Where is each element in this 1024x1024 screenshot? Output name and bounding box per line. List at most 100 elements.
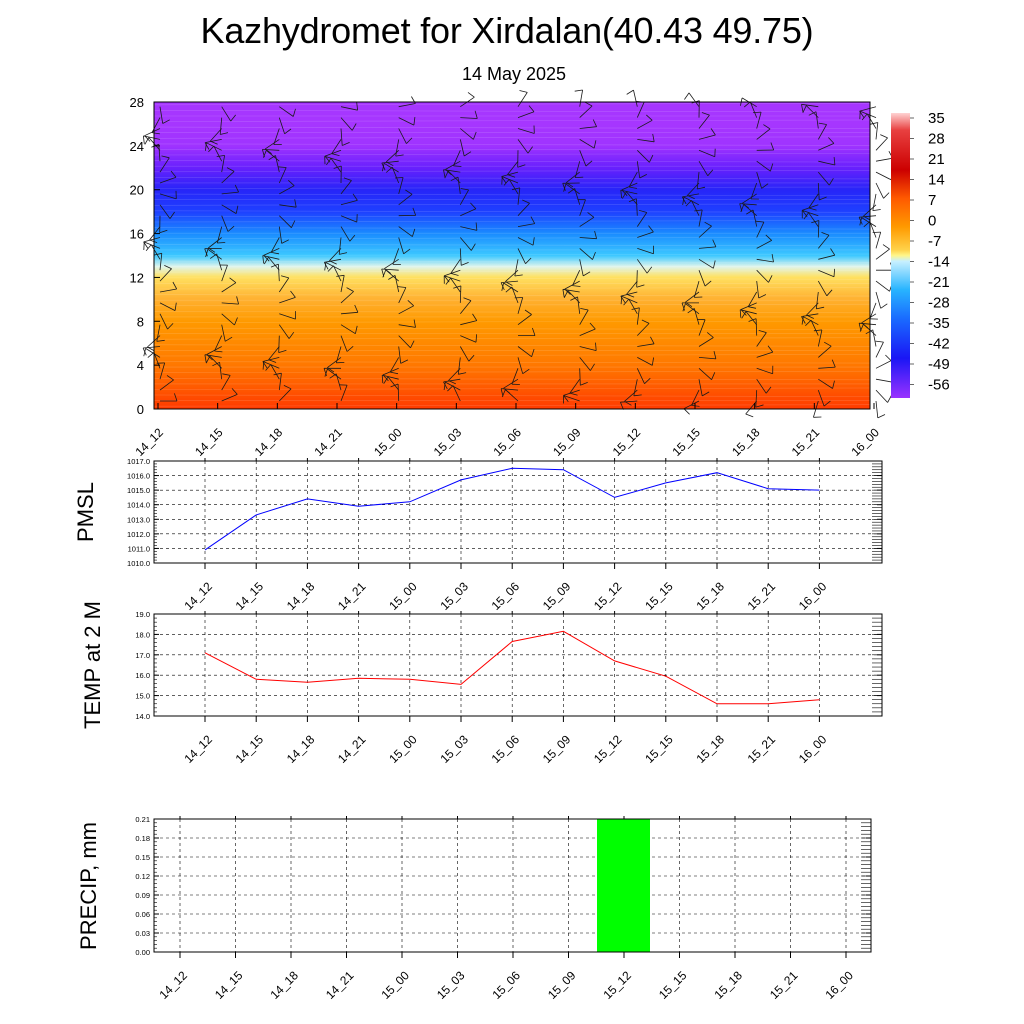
- profile-y-tick-label: 28: [130, 95, 144, 110]
- wind-barb-flag: [859, 110, 865, 118]
- profile-x-tick-label: 15_21: [789, 425, 823, 459]
- wind-barb-flag: [262, 255, 264, 264]
- wind-barb-flag: [444, 170, 449, 179]
- wind-barb-flag: [826, 289, 833, 297]
- wind-barb-flag: [865, 329, 873, 335]
- wind-barb: [636, 307, 640, 325]
- wind-barb: [381, 160, 399, 164]
- wind-barb-flag: [397, 286, 406, 288]
- wind-barb: [159, 157, 170, 173]
- wind-barb-flag: [503, 179, 510, 186]
- wind-barb-flag: [450, 273, 459, 276]
- wind-barb-flag: [592, 119, 597, 127]
- wind-barb: [508, 179, 519, 195]
- wind-barb-flag: [742, 202, 749, 209]
- y-tick-label: 15.0: [135, 692, 150, 701]
- wind-barb: [565, 183, 580, 195]
- profile-x-tick-label: 16_00: [848, 425, 882, 459]
- wind-barb-flag: [336, 274, 345, 277]
- wind-barb-flag: [883, 192, 890, 199]
- x-tick-label: 15_00: [386, 579, 420, 613]
- isotherm-line: [153, 303, 871, 307]
- wind-barb-flag: [349, 234, 356, 242]
- wind-barb-flag: [147, 346, 155, 352]
- wind-barb-flag: [323, 262, 329, 270]
- wind-barb: [682, 193, 700, 198]
- wind-barb-flag: [288, 180, 295, 186]
- wind-barb: [756, 258, 774, 263]
- wind-barb: [459, 189, 469, 205]
- wind-barb: [324, 149, 342, 157]
- wind-barb: [459, 300, 472, 315]
- temperature-field: [154, 102, 870, 409]
- wind-barb-flag: [872, 209, 881, 211]
- wind-barb-flag: [861, 113, 868, 121]
- x-tick-label: 15_09: [545, 968, 579, 1002]
- wind-barb-flag: [858, 217, 863, 225]
- wind-barb: [817, 234, 830, 249]
- wind-barb: [698, 246, 716, 249]
- wind-barb-flag: [570, 296, 578, 301]
- wind-barb-flag: [262, 361, 268, 369]
- profile-x-tick-label: 15_00: [371, 425, 405, 459]
- wind-barb-flag: [882, 244, 890, 250]
- wind-barb: [221, 324, 226, 342]
- y-tick-label: 19.0: [135, 610, 150, 619]
- wind-barb-flag: [292, 108, 296, 117]
- colorbar-labels: 35 28 21 14 7 0 -7 -14 -21 -28 -35 -42 -49 -56: [910, 110, 950, 394]
- wind-barb-flag: [626, 89, 634, 95]
- wind-barb-flag: [824, 341, 832, 347]
- wind-barb-flag: [145, 244, 152, 252]
- wind-barb: [802, 210, 819, 217]
- wind-barb: [159, 362, 166, 380]
- profile-x-tick-label: 15_03: [431, 425, 465, 459]
- wind-barb-flag: [174, 393, 178, 402]
- x-tick-label: 15_18: [693, 732, 727, 766]
- wind-barb: [624, 389, 638, 402]
- x-tick-label: 14_18: [284, 579, 318, 613]
- wind-barb-flag: [514, 274, 523, 277]
- wind-barb: [459, 285, 462, 303]
- wind-barb: [810, 320, 819, 336]
- wind-barb-flag: [761, 183, 769, 189]
- wind-barb: [517, 92, 528, 107]
- wind-barb: [387, 376, 400, 391]
- wind-barb-flag: [443, 382, 446, 391]
- profile-y-tick-label: 12: [130, 270, 144, 285]
- isotherm-line: [153, 277, 871, 280]
- wind-barb-flag: [214, 350, 223, 353]
- wind-barb-flag: [235, 205, 239, 214]
- isotherm-line: [153, 126, 871, 129]
- colorbar-label: 28: [928, 131, 945, 148]
- wind-barb: [279, 313, 296, 320]
- wind-barb-flag: [765, 234, 772, 241]
- wind-barb: [801, 313, 819, 317]
- wind-barb-flag: [166, 375, 174, 381]
- wind-barb: [279, 204, 297, 208]
- wind-barb-flag: [685, 301, 693, 308]
- isotherm-line: [153, 244, 871, 247]
- wind-barb-flag: [584, 101, 593, 107]
- isotherm-line: [153, 220, 871, 223]
- wind-barb-flag: [652, 133, 655, 142]
- wind-barb: [392, 248, 400, 265]
- wind-barb: [628, 298, 638, 315]
- wind-barb-flag: [463, 297, 472, 301]
- wind-barb-flag: [885, 354, 892, 361]
- wind-barb-flag: [263, 150, 267, 158]
- wind-barb-flag: [528, 105, 535, 113]
- wind-barb-flag: [629, 186, 638, 189]
- x-tick-label: 15_15: [642, 732, 676, 766]
- wind-barb-flag: [294, 199, 297, 208]
- wind-barb: [636, 101, 645, 118]
- colorbar: 35 28 21 14 7 0 -7 -14 -21 -28 -35 -42 -49 -56: [891, 110, 950, 398]
- y-tick-label: 1016.0: [127, 472, 150, 481]
- wind-barb-flag: [405, 189, 413, 195]
- wind-barb-flag: [821, 232, 830, 236]
- wind-barb-flag: [472, 313, 478, 321]
- wind-barb: [144, 241, 161, 249]
- y-tick-label: 16.0: [135, 671, 150, 680]
- wind-barb: [740, 309, 757, 315]
- x-tick-label: 15_18: [711, 968, 745, 1002]
- wind-barb: [579, 150, 587, 167]
